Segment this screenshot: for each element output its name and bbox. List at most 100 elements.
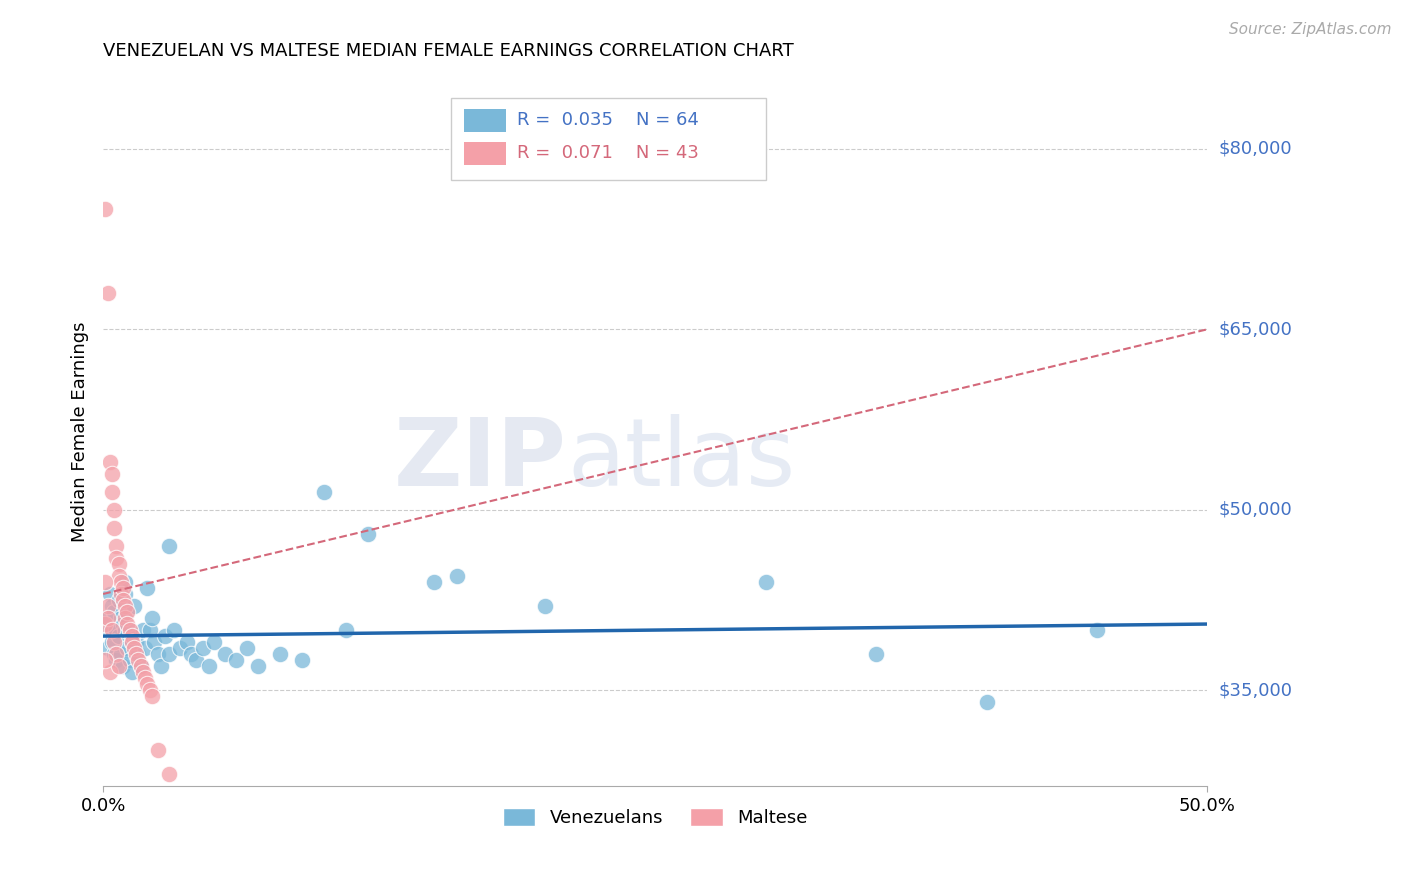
Legend: Venezuelans, Maltese: Venezuelans, Maltese (496, 800, 815, 834)
Point (101, 467, 124, 481)
Point (94, 617, 117, 632)
Point (169, 641, 191, 656)
Point (111, 617, 134, 632)
Point (291, 653, 314, 667)
Point (103, 502, 125, 516)
Point (335, 623, 357, 637)
Text: VENEZUELAN VS MALTESE MEDIAN FEMALE EARNINGS CORRELATION CHART: VENEZUELAN VS MALTESE MEDIAN FEMALE EARN… (103, 42, 794, 60)
Point (157, 647, 180, 661)
Point (755, 574, 778, 589)
Point (96, 641, 118, 656)
Point (976, 695, 998, 709)
FancyBboxPatch shape (451, 98, 766, 179)
Point (101, 484, 124, 499)
Point (110, 647, 132, 661)
Text: $80,000: $80,000 (1219, 140, 1292, 158)
Point (117, 617, 139, 632)
Point (110, 611, 132, 625)
Point (114, 623, 136, 637)
Text: $50,000: $50,000 (1219, 500, 1292, 519)
Point (148, 647, 170, 661)
Point (114, 574, 136, 589)
Point (114, 611, 136, 625)
Point (107, 629, 129, 643)
Point (138, 683, 160, 698)
Point (225, 653, 247, 667)
Point (101, 599, 124, 613)
Point (136, 677, 159, 691)
Point (125, 635, 148, 649)
Text: $65,000: $65,000 (1219, 320, 1292, 338)
Point (121, 635, 143, 649)
Point (96, 611, 118, 625)
Point (105, 653, 128, 667)
FancyBboxPatch shape (464, 109, 506, 132)
Point (94, 653, 117, 667)
Point (107, 569, 129, 583)
Point (96, 286, 118, 301)
Point (153, 629, 176, 643)
Point (117, 605, 139, 619)
Point (141, 611, 163, 625)
Point (117, 641, 139, 656)
Point (98, 623, 121, 637)
Point (114, 587, 136, 601)
Point (127, 647, 149, 661)
Point (157, 767, 180, 781)
Point (129, 659, 152, 673)
Point (163, 623, 186, 637)
Point (446, 569, 468, 583)
Point (94, 611, 117, 625)
Point (103, 647, 125, 661)
Point (141, 690, 163, 704)
Point (111, 593, 134, 607)
Point (103, 635, 125, 649)
Point (110, 587, 132, 601)
Point (107, 557, 129, 571)
Point (94, 574, 117, 589)
Point (111, 581, 134, 595)
Point (191, 641, 214, 656)
Point (269, 647, 291, 661)
Point (114, 599, 136, 613)
Text: Source: ZipAtlas.com: Source: ZipAtlas.com (1229, 22, 1392, 37)
Point (98, 455, 121, 469)
Point (118, 623, 141, 637)
Point (122, 641, 145, 656)
Point (103, 605, 125, 619)
Point (129, 659, 152, 673)
Point (132, 623, 155, 637)
Point (214, 647, 236, 661)
Point (176, 635, 198, 649)
Point (134, 671, 156, 685)
Point (121, 629, 143, 643)
FancyBboxPatch shape (464, 142, 506, 165)
Point (246, 659, 269, 673)
Point (121, 635, 143, 649)
Point (96, 599, 118, 613)
Text: atlas: atlas (567, 414, 796, 506)
Point (534, 599, 557, 613)
Point (134, 641, 156, 656)
Point (149, 659, 172, 673)
Point (142, 635, 165, 649)
Point (101, 635, 124, 649)
Point (118, 653, 141, 667)
Point (357, 526, 380, 541)
Text: R =  0.071    N = 43: R = 0.071 N = 43 (517, 145, 699, 162)
Point (125, 647, 148, 661)
Y-axis label: Median Female Earnings: Median Female Earnings (72, 321, 89, 541)
Point (423, 574, 446, 589)
Point (127, 653, 149, 667)
Point (105, 647, 128, 661)
Point (312, 484, 335, 499)
Point (111, 659, 134, 673)
Point (118, 623, 141, 637)
Text: ZIP: ZIP (394, 414, 567, 506)
Point (148, 743, 170, 757)
Point (132, 665, 155, 680)
Text: $35,000: $35,000 (1219, 681, 1292, 699)
Point (157, 539, 180, 553)
Point (117, 605, 139, 619)
Point (107, 593, 129, 607)
